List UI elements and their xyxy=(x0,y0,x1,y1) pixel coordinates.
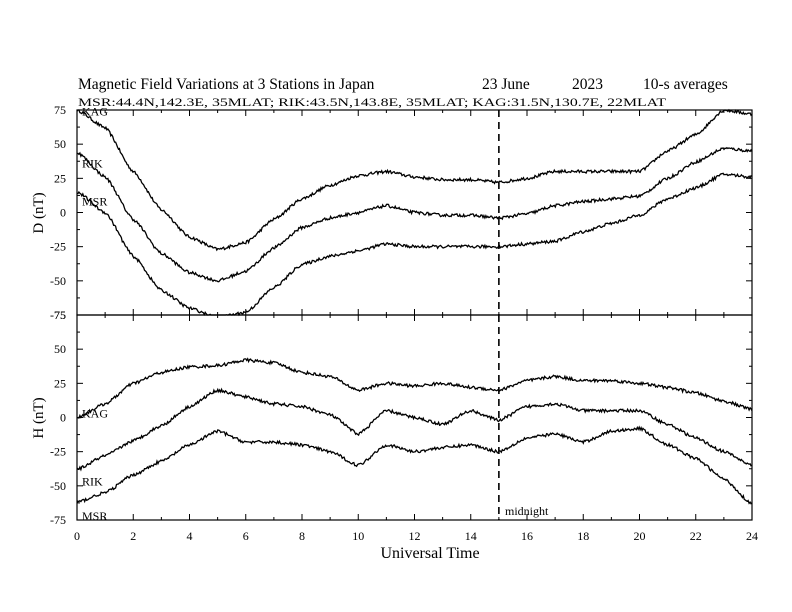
year-label: 2023 xyxy=(572,76,603,93)
h-series-label-rik: RIK xyxy=(82,475,103,489)
x-tick-label: 12 xyxy=(409,529,421,543)
h-series-label-kag: KAG xyxy=(82,406,108,420)
h-ytick-label: 25 xyxy=(54,376,66,390)
d-series-msr xyxy=(77,172,753,317)
d-ytick-label: 0 xyxy=(60,206,66,220)
x-axis: 0 2 4 6 8 10 12 14 16 18 20 22 24 xyxy=(74,529,758,543)
h-series-kag xyxy=(76,357,753,419)
h-ytick-label: -50 xyxy=(50,479,66,493)
d-ytick-label: -50 xyxy=(50,274,66,288)
x-tick-label: 6 xyxy=(243,529,249,543)
h-ytick-label: 0 xyxy=(60,411,66,425)
x-tick-label: 24 xyxy=(746,529,758,543)
d-series-label-rik: RIK xyxy=(82,156,103,170)
h-ytick-label: 50 xyxy=(54,342,66,356)
chart-subtitle: MSR:44.4N,142.3E, 35MLAT; RIK:43.5N,143.… xyxy=(78,97,666,109)
h-panel: 75 50 25 0 -25 -50 -75 KAG RIK MSR xyxy=(50,308,753,527)
h-series-rik xyxy=(76,387,753,472)
x-axis-title: Universal Time xyxy=(380,545,479,562)
x-tick-label: 22 xyxy=(690,529,702,543)
x-tick-label: 10 xyxy=(352,529,364,543)
date-label: 23 June xyxy=(482,76,530,93)
h-series-msr xyxy=(76,425,753,505)
x-tick-label: 20 xyxy=(634,529,646,543)
h-ytick-label: 75 xyxy=(54,308,66,322)
x-tick-label: 8 xyxy=(299,529,305,543)
d-series-label-msr: MSR xyxy=(82,195,107,209)
x-tick-label: 18 xyxy=(577,529,589,543)
d-axis-title: D (nT) xyxy=(31,192,47,233)
d-series-kag xyxy=(76,108,753,252)
chart-title: Magnetic Field Variations at 3 Stations … xyxy=(78,76,375,93)
midnight-label: midnight xyxy=(505,504,549,518)
d-ytick-label: 75 xyxy=(54,103,66,117)
x-tick-label: 2 xyxy=(130,529,136,543)
x-tick-label: 0 xyxy=(74,529,80,543)
d-series-rik xyxy=(76,146,753,283)
x-tick-label: 16 xyxy=(521,529,533,543)
h-ytick-label: -25 xyxy=(50,445,66,459)
h-series-label-msr: MSR xyxy=(82,509,107,523)
d-series-label-kag: KAG xyxy=(82,104,108,118)
d-panel-frame xyxy=(76,109,753,316)
d-ytick-label: 25 xyxy=(54,171,66,185)
d-ytick-label: 50 xyxy=(54,137,66,151)
h-axis-title: H (nT) xyxy=(31,397,47,438)
h-ytick-label: -75 xyxy=(50,513,66,527)
d-ytick-label: -25 xyxy=(50,240,66,254)
x-tick-label: 4 xyxy=(187,529,193,543)
averaging-label: 10-s averages xyxy=(643,76,728,93)
d-ytick-label: -75 xyxy=(50,308,66,322)
d-panel: 75 50 25 0 -25 -50 -75 KAG RIK MSR xyxy=(50,103,753,322)
x-tick-label: 14 xyxy=(465,529,477,543)
